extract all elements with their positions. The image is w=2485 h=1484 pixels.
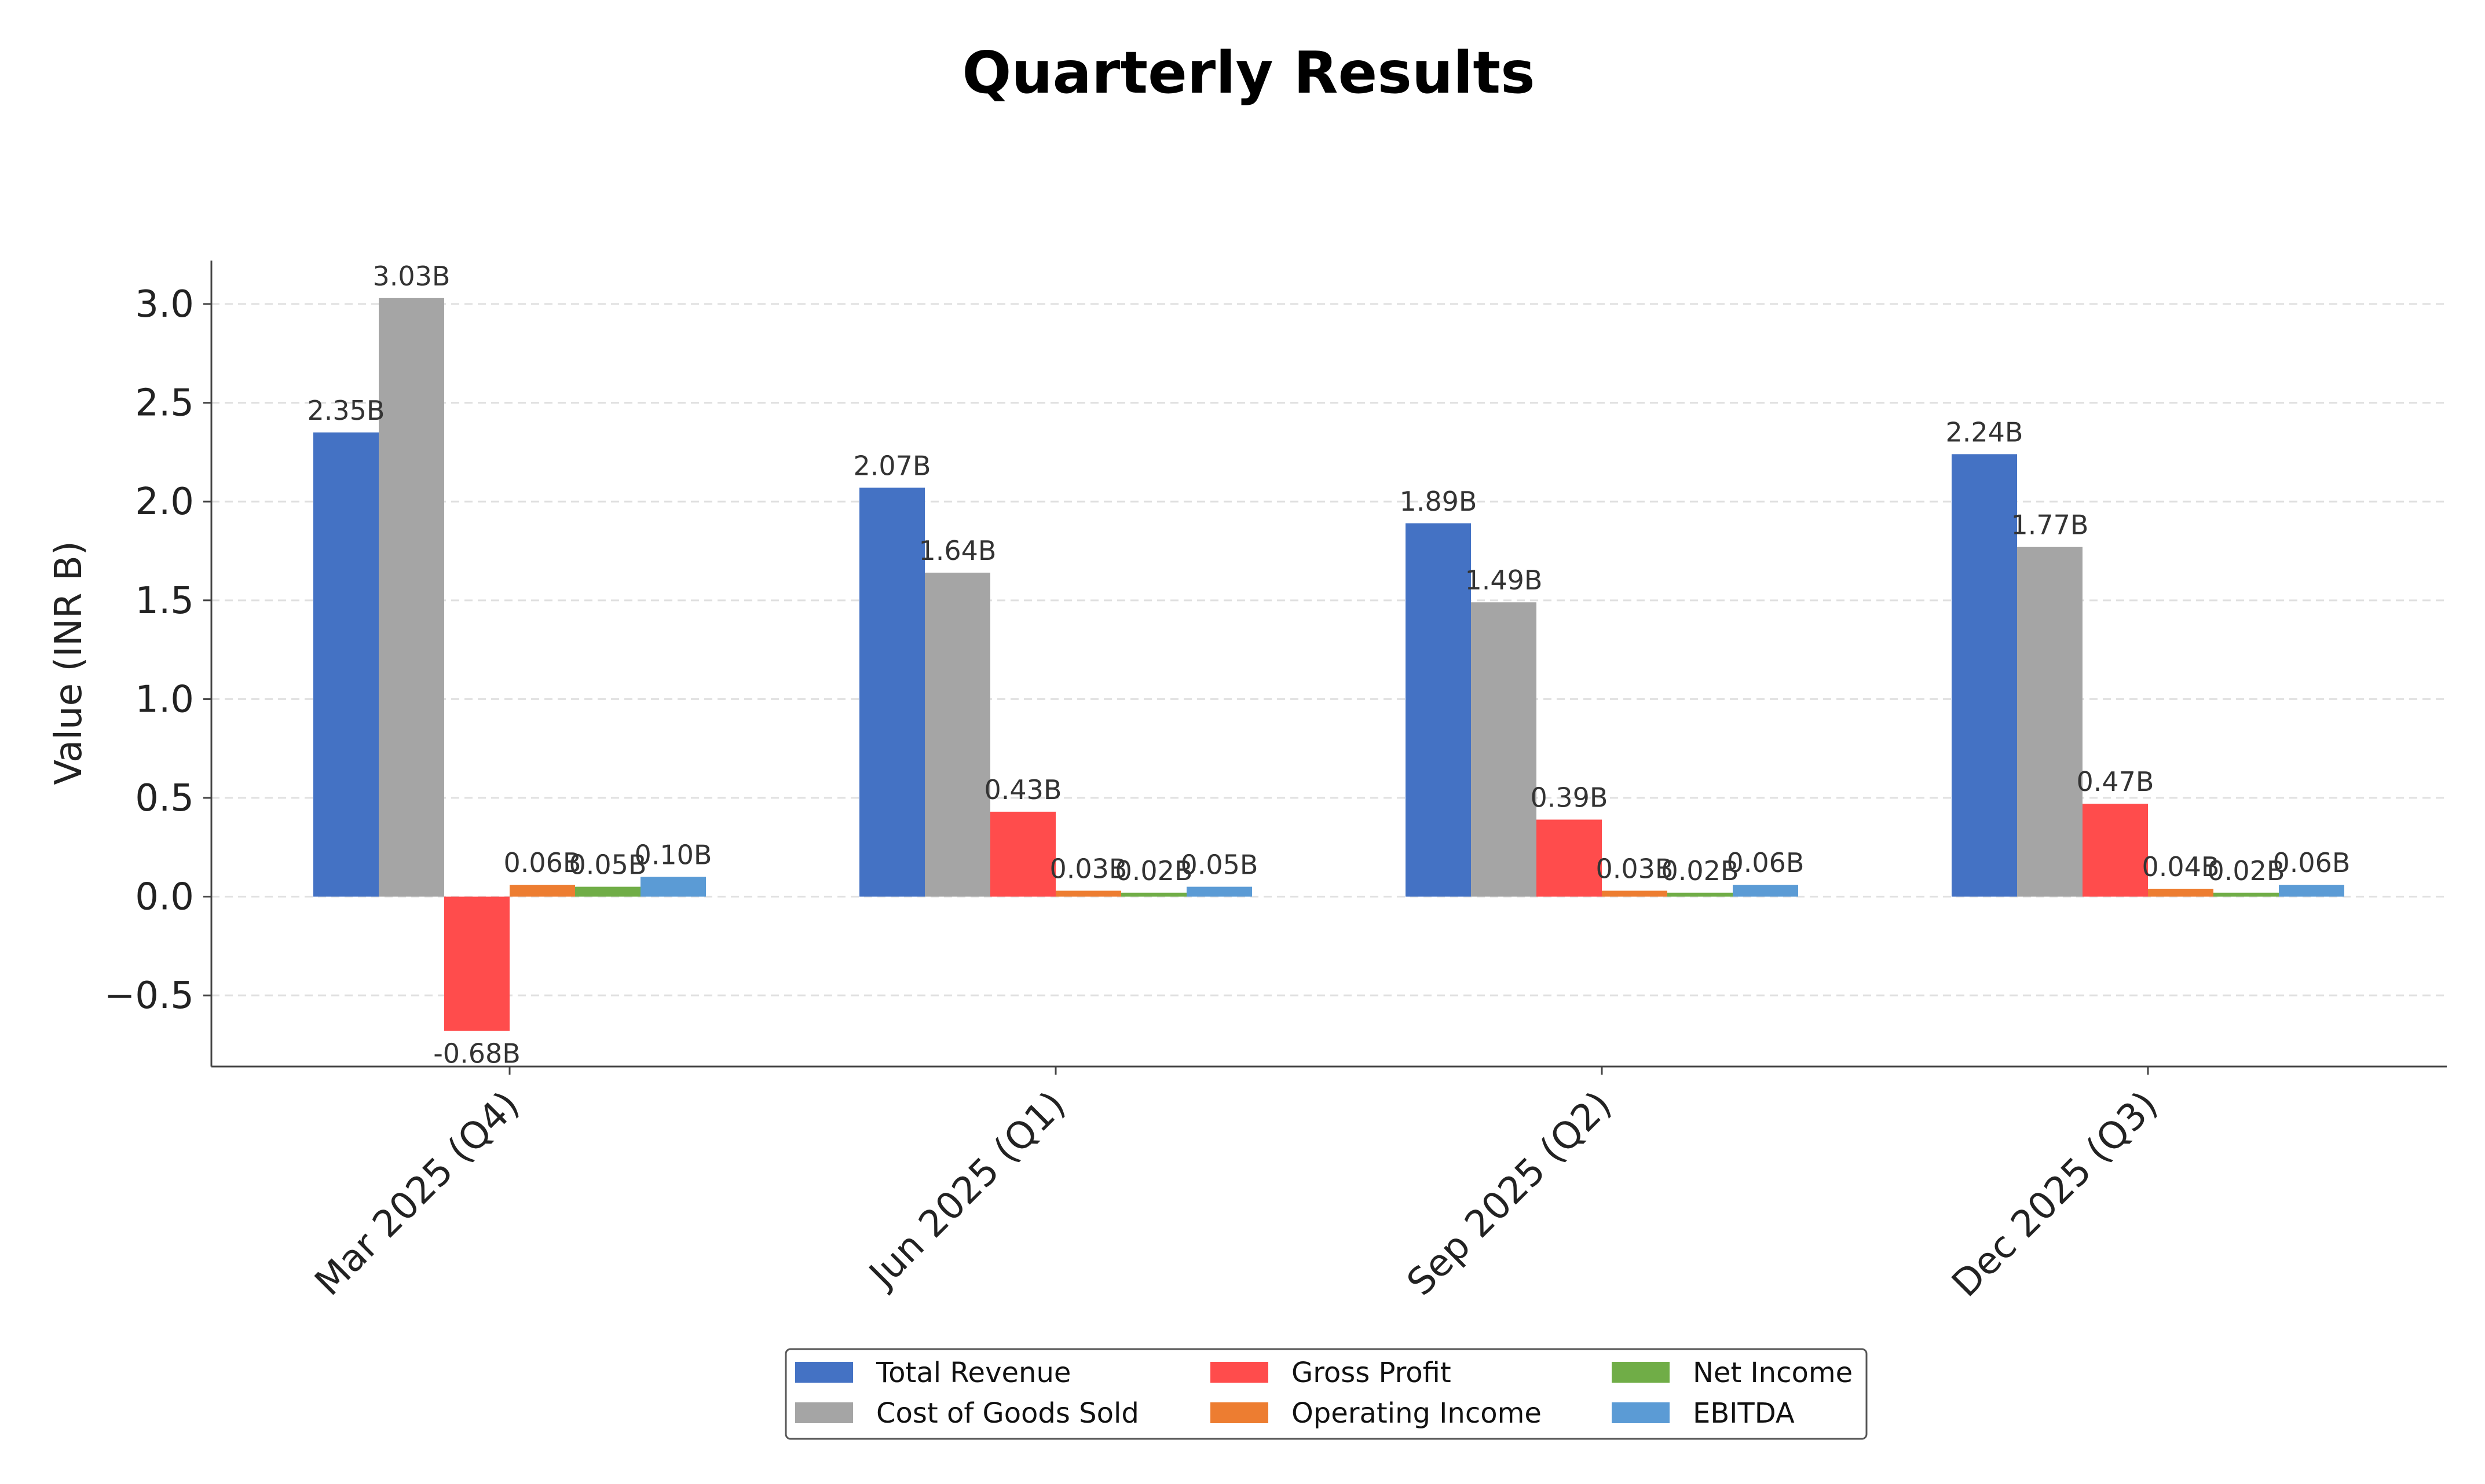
bar: [444, 896, 510, 1031]
bar: [990, 811, 1056, 897]
legend-label: Gross Profit: [1291, 1357, 1451, 1389]
data-label: 0.04B: [2142, 851, 2220, 882]
data-label: 0.03B: [1050, 853, 1128, 884]
bar: [575, 886, 641, 897]
x-tick-label: Mar 2025 (Q4): [307, 1083, 528, 1304]
legend-label: Total Revenue: [876, 1357, 1071, 1389]
data-label: 0.02B: [1661, 855, 1739, 886]
data-label: 2.07B: [854, 450, 931, 481]
y-tick-label: 2.0: [135, 481, 194, 523]
y-tick-label: 0.0: [135, 876, 194, 919]
data-label: 1.64B: [919, 535, 997, 566]
y-tick-label: 1.5: [135, 580, 194, 622]
data-label: 0.06B: [2273, 847, 2351, 878]
data-label: 1.49B: [1465, 565, 1543, 596]
bar: [2279, 885, 2344, 897]
y-axis-label: Value (INR B): [47, 541, 90, 785]
data-label: 2.24B: [1946, 416, 2023, 448]
data-label: 1.89B: [1400, 486, 1477, 517]
y-tick-label: 2.5: [135, 382, 194, 425]
legend: Total Revenue Cost of Goods Sold Gross Pro…: [785, 1348, 1868, 1440]
legend-label: Cost of Goods Sold: [876, 1397, 1139, 1430]
data-label: 0.02B: [1115, 855, 1193, 886]
bar: [1667, 892, 1733, 897]
legend-swatch: [1612, 1402, 1670, 1423]
bar: [2148, 888, 2213, 897]
bar: [313, 432, 379, 897]
data-label: 1.77B: [2011, 510, 2089, 541]
data-label: 0.02B: [2208, 855, 2285, 886]
data-label: 0.39B: [1531, 782, 1608, 814]
data-label: 0.43B: [985, 774, 1062, 805]
legend-swatch: [1210, 1362, 1268, 1383]
bar: [1733, 885, 1798, 897]
bar: [510, 885, 575, 897]
bar: [1187, 886, 1252, 897]
bar: [1406, 523, 1471, 897]
data-label: 0.06B: [1727, 847, 1805, 878]
bar: [2213, 892, 2279, 897]
legend-label: Operating Income: [1291, 1397, 1542, 1430]
axes: [210, 261, 2447, 1068]
bar: [1952, 454, 2017, 897]
bar: [859, 488, 925, 897]
x-tick-label: Jun 2025 (Q1): [860, 1083, 1074, 1298]
data-label: 2.35B: [308, 395, 385, 426]
bar: [1471, 602, 1536, 897]
legend-box: [785, 1348, 1868, 1440]
legend-swatch: [1210, 1402, 1268, 1423]
bars: [313, 298, 2344, 1031]
bar: [1056, 891, 1121, 897]
bar: [925, 573, 990, 897]
y-tick-label: −0.5: [104, 974, 194, 1017]
x-ticks: Mar 2025 (Q4) Jun 2025 (Q1) Sep 2025 (Q2) D…: [307, 1067, 2166, 1306]
x-tick-label: Sep 2025 (Q2): [1399, 1083, 1620, 1304]
legend-swatch: [1612, 1362, 1670, 1383]
bar: [2017, 547, 2083, 897]
data-label: 0.05B: [1181, 849, 1258, 881]
y-tick-label: 3.0: [135, 283, 194, 326]
legend-swatch: [795, 1402, 853, 1423]
legend-label: Net Income: [1693, 1357, 1853, 1389]
data-label: -0.68B: [433, 1038, 521, 1069]
data-label: 3.03B: [373, 261, 451, 292]
y-tick-label: 0.5: [135, 777, 194, 820]
bar: [1602, 891, 1667, 897]
data-labels: 2.35B 2.07B 1.89B 2.24B 3.03B 1.64B 1.49B 1.77B…: [308, 261, 2351, 1069]
bar: [2083, 804, 2148, 897]
bar: [1536, 819, 1602, 897]
bar: [641, 877, 706, 897]
legend-swatch: [795, 1362, 853, 1383]
data-label: 0.47B: [2077, 766, 2154, 797]
data-label: 0.05B: [569, 849, 647, 881]
y-ticks: −0.5 0.0 0.5 1.0 1.5 2.0 2.5 3.0: [104, 283, 211, 1017]
bar: [1121, 892, 1187, 897]
chart-title: Quarterly Results: [962, 39, 1535, 107]
data-label: 0.10B: [635, 839, 712, 870]
data-label: 0.03B: [1596, 853, 1674, 884]
legend-label: EBITDA: [1693, 1397, 1795, 1430]
data-label: 0.06B: [504, 847, 581, 878]
bar: [379, 298, 444, 897]
y-tick-label: 1.0: [135, 678, 194, 721]
x-tick-label: Dec 2025 (Q3): [1944, 1083, 2166, 1306]
